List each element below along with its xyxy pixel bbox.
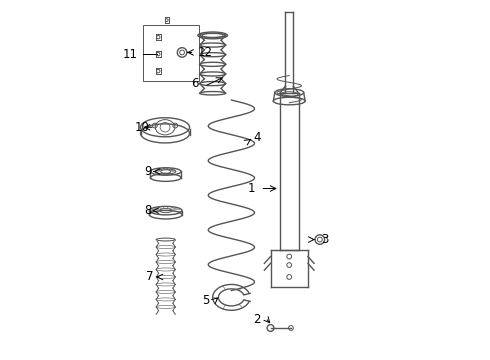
Text: 6: 6 [192,77,199,90]
Text: 10: 10 [135,121,150,134]
Text: 4: 4 [253,131,261,144]
Text: 7: 7 [146,270,153,283]
Text: 12: 12 [197,46,212,59]
Text: 5: 5 [202,294,209,307]
Text: 1: 1 [248,182,255,195]
Bar [143,25,199,81]
Text: 11: 11 [123,48,138,60]
Text: 3: 3 [321,233,329,246]
Text: 2: 2 [253,313,260,326]
Text: 8: 8 [144,204,151,217]
Ellipse shape [156,238,175,241]
Text: 9: 9 [144,165,151,178]
